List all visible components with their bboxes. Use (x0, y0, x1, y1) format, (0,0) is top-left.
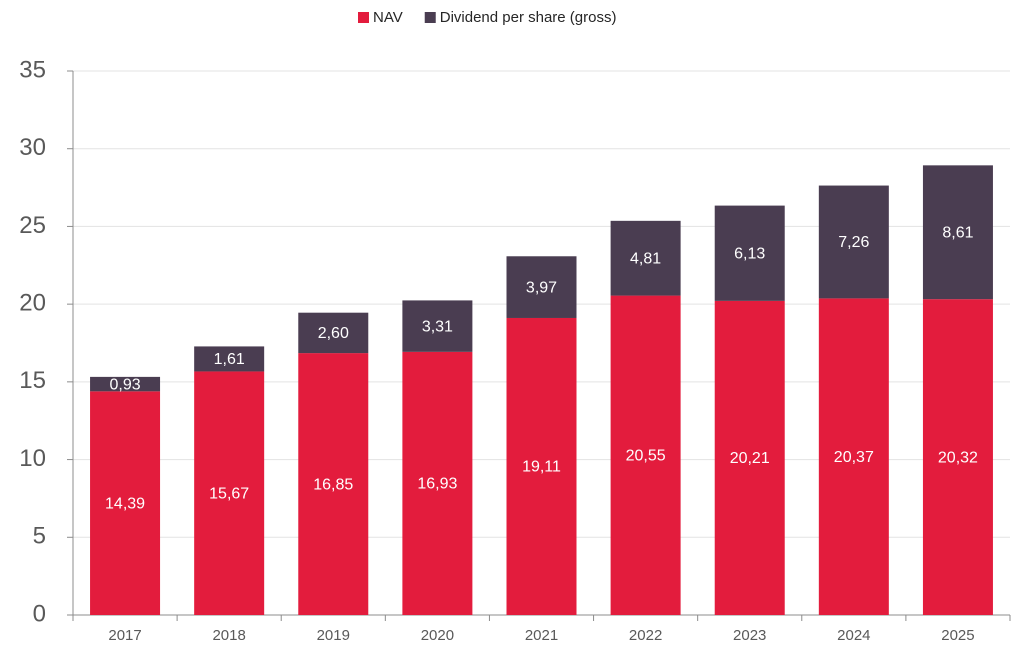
x-tick-label: 2020 (421, 627, 454, 644)
data-label: 20,32 (938, 449, 978, 466)
legend-label: Dividend per share (gross) (440, 9, 617, 26)
bar-segment (298, 353, 369, 615)
y-tick-label: 5 (33, 523, 46, 550)
bar-segment (818, 298, 889, 615)
data-label: 16,85 (313, 476, 353, 493)
x-tick-label: 2018 (212, 627, 245, 644)
bar-segment (506, 256, 577, 318)
bar-segment (922, 299, 993, 615)
data-label: 3,31 (422, 318, 453, 335)
bar-segment (194, 371, 265, 615)
x-tick-label: 2019 (317, 627, 350, 644)
legend-swatch (424, 12, 436, 23)
x-tick-label: 2021 (525, 627, 558, 644)
x-tick-label: 2022 (629, 627, 662, 644)
y-tick-label: 10 (19, 445, 46, 472)
data-label: 14,39 (105, 495, 145, 512)
bar-segment (402, 300, 473, 352)
bar-segment (90, 376, 161, 392)
bar-segment (610, 220, 681, 296)
bar-segment (90, 391, 161, 615)
y-tick-label: 15 (19, 367, 46, 394)
data-label: 8,61 (942, 224, 973, 241)
y-tick-label: 25 (19, 212, 46, 239)
data-label: 16,93 (417, 476, 457, 493)
data-label: 7,26 (838, 234, 869, 251)
x-tick-label: 2024 (837, 627, 870, 644)
data-label: 20,55 (626, 448, 666, 465)
data-label: 0,93 (109, 376, 140, 393)
data-label: 2,60 (318, 325, 349, 342)
bar-segment (402, 351, 473, 615)
y-tick-label: 35 (19, 56, 46, 83)
legend-swatch (358, 12, 369, 23)
bar-segment (194, 346, 265, 372)
bar-segment (298, 312, 369, 354)
data-label: 4,81 (630, 250, 661, 267)
bar-segment (922, 165, 993, 300)
bar-segment (506, 317, 577, 615)
data-label: 15,67 (209, 485, 249, 502)
x-tick-label: 2023 (733, 627, 766, 644)
x-tick-label: 2017 (108, 627, 141, 644)
data-label: 20,21 (730, 450, 770, 467)
bar-segment (714, 300, 785, 615)
x-tick-label: 2025 (941, 627, 974, 644)
data-label: 19,11 (522, 459, 561, 476)
bar-segment (714, 205, 785, 301)
bar-segment (818, 185, 889, 299)
y-tick-label: 30 (19, 134, 46, 161)
data-label: 6,13 (734, 245, 765, 262)
data-label: 20,37 (834, 449, 874, 466)
data-label: 3,97 (526, 279, 557, 296)
data-label: 1,61 (214, 351, 245, 368)
y-tick-label: 20 (19, 289, 46, 316)
legend-label: NAV (373, 9, 403, 26)
bar-segment (610, 295, 681, 615)
y-tick-label: 0 (33, 600, 46, 627)
